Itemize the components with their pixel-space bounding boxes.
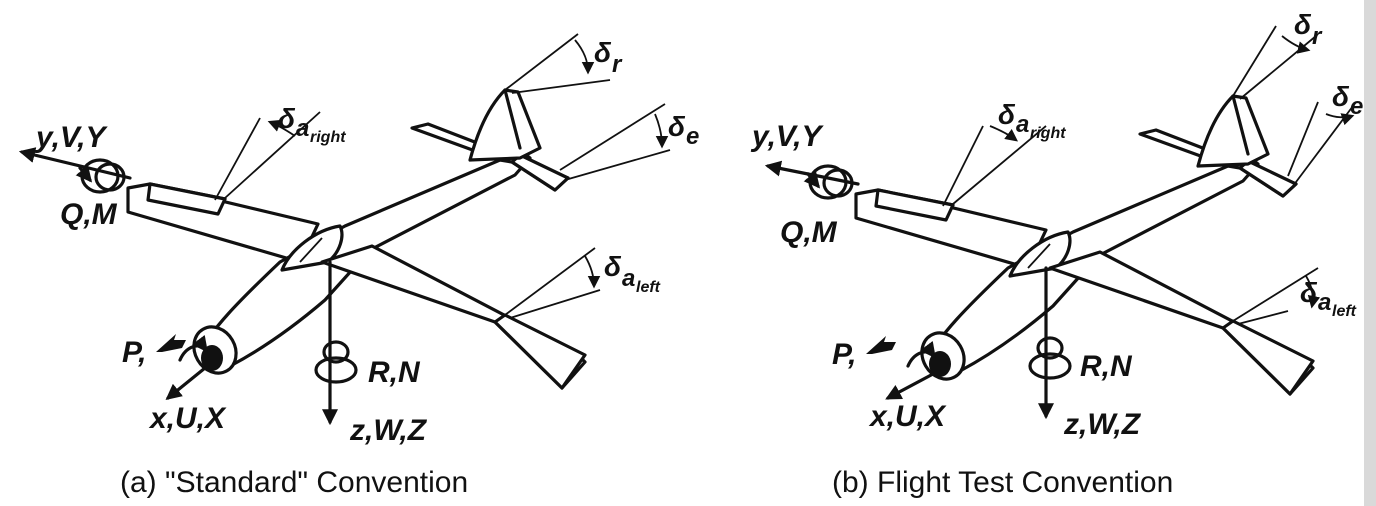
aileron-left-arc	[584, 255, 601, 289]
aileron-right-line-1	[942, 125, 984, 207]
elevator-line-2	[1292, 101, 1357, 187]
y-axis-arrow	[18, 147, 132, 180]
roll-moment-icon	[906, 340, 936, 368]
elevator-line-1	[1287, 101, 1319, 177]
z-axis-label: z,W,Z	[349, 414, 428, 447]
aileron-right-sub: a	[296, 115, 309, 142]
aileron-left-arc	[1305, 275, 1321, 309]
rudder-sub: r	[612, 51, 623, 78]
rudder-arc	[574, 39, 595, 75]
roll-moment-label: P,	[832, 338, 856, 371]
roll-moment-script-l-icon	[156, 334, 186, 352]
roll-moment-label: P,	[122, 336, 146, 369]
aileron-right-delta: δ	[998, 99, 1016, 130]
aileron-right-arc	[989, 125, 1019, 142]
elevator-line-1	[559, 103, 666, 171]
rudder-arc	[1281, 35, 1311, 54]
x-axis-arrow	[165, 366, 207, 401]
panel-flight-test-convention: y,V,Y Q,M x,U,X P, z,W,Z R,N δ a right δ…	[750, 9, 1363, 499]
aileron-left-line-1	[1232, 267, 1319, 322]
panel-standard-convention: y,V,Y Q,M x,U,X P, z,W,Z R,N δ a right	[18, 33, 699, 499]
pitch-moment-label: Q,M	[60, 198, 118, 231]
rudder-line-1	[504, 33, 579, 91]
rudder-delta: δ	[594, 37, 612, 68]
aileron-left-subsub: left	[1332, 303, 1357, 320]
aileron-left-sub: a	[622, 265, 635, 292]
elevator-delta: δ	[668, 111, 686, 142]
aileron-right-subsub: right	[1030, 125, 1066, 142]
y-axis-label: y,V,Y	[750, 120, 824, 153]
rudder-sub: r	[1312, 23, 1323, 50]
aileron-right-arc	[267, 119, 296, 137]
caption-a: (a) "Standard" Convention	[120, 466, 468, 499]
aileron-left-delta: δ	[1300, 277, 1318, 308]
aileron-right-sub: a	[1016, 111, 1029, 138]
yaw-moment-label: R,N	[1080, 350, 1133, 383]
aileron-left-subsub: left	[636, 279, 661, 296]
rudder-delta: δ	[1294, 9, 1312, 40]
pitch-moment-icon	[75, 158, 126, 194]
aileron-right-line-1	[214, 117, 261, 201]
yaw-moment-icon	[314, 340, 358, 384]
elevator-sub: e	[1350, 93, 1363, 120]
aileron-right-line-2	[224, 111, 321, 199]
pitch-moment-icon	[803, 164, 854, 200]
rudder-line-1	[1232, 25, 1277, 97]
pitch-moment-label: Q,M	[780, 216, 838, 249]
aileron-left-line-2	[509, 289, 601, 319]
aileron-left-line-2	[1237, 310, 1289, 325]
elevator-sub: e	[686, 123, 699, 150]
rudder-line-2	[511, 79, 611, 94]
yaw-moment-label: R,N	[368, 356, 421, 389]
aileron-right-line-2	[952, 125, 1047, 205]
elevator-delta: δ	[1332, 81, 1350, 112]
aircraft-drawing	[126, 88, 587, 390]
caption-b: (b) Flight Test Convention	[832, 466, 1173, 499]
x-axis-arrow	[885, 372, 935, 400]
x-axis-label: x,U,X	[148, 402, 227, 435]
x-axis-label: x,U,X	[868, 400, 947, 433]
y-axis-label: y,V,Y	[34, 121, 108, 154]
aileron-left-sub: a	[1318, 289, 1331, 316]
z-axis-label: z,W,Z	[1063, 408, 1142, 441]
yaw-moment-icon	[1028, 336, 1072, 380]
aileron-left-line-1	[504, 247, 596, 316]
elevator-line-2	[564, 149, 671, 181]
aileron-left-delta: δ	[604, 251, 622, 282]
aileron-right-delta: δ	[278, 103, 296, 134]
roll-moment-icon	[178, 334, 208, 362]
aileron-right-subsub: right	[310, 129, 346, 146]
elevator-arc	[1325, 113, 1355, 126]
roll-moment-script-l-icon	[866, 336, 896, 354]
elevator-arc	[654, 113, 669, 149]
right-edge-strip	[1364, 0, 1376, 506]
